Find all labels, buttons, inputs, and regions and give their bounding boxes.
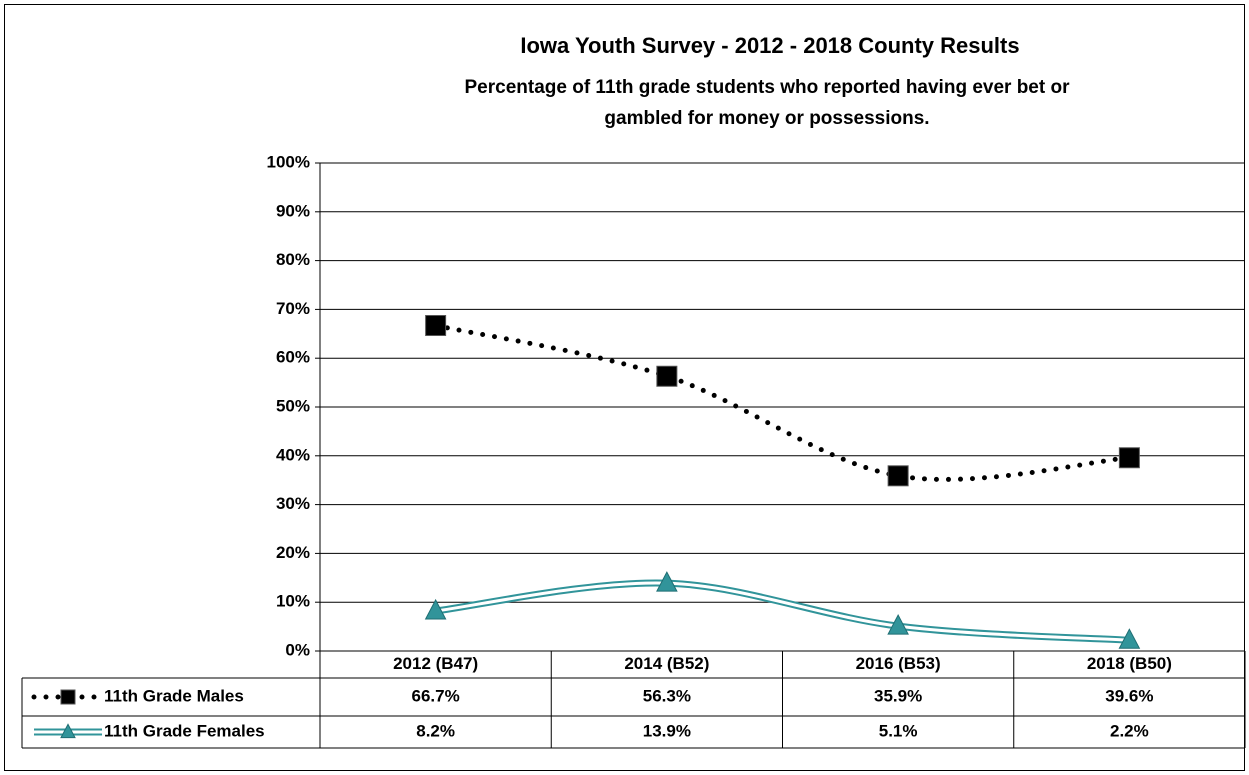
chart-title: Iowa Youth Survey - 2012 - 2018 County R… <box>520 33 1019 58</box>
table-cell: 35.9% <box>874 686 922 705</box>
y-tick-label: 0% <box>285 640 310 659</box>
y-tick-label: 40% <box>276 445 310 464</box>
series-line-inner <box>435 581 1130 642</box>
marker <box>1118 447 1140 469</box>
y-tick-label: 80% <box>276 250 310 269</box>
x-tick-label: 2018 (B50) <box>1087 654 1172 673</box>
chart-subtitle: gambled for money or possessions. <box>604 108 929 129</box>
table-cell: 5.1% <box>879 721 918 740</box>
series-line <box>433 323 1132 482</box>
table-cell: 13.9% <box>643 721 691 740</box>
y-tick-label: 50% <box>276 396 310 415</box>
marker <box>887 465 909 487</box>
marker <box>656 365 678 387</box>
x-tick-label: 2016 (B53) <box>856 654 941 673</box>
chart-frame <box>4 4 1245 771</box>
x-tick-label: 2014 (B52) <box>624 654 709 673</box>
legend-marker <box>60 723 76 739</box>
table-cell: 66.7% <box>412 686 460 705</box>
table-cell: 2.2% <box>1110 721 1149 740</box>
legend-label: 11th Grade Females <box>104 721 265 740</box>
marker <box>424 598 447 620</box>
y-tick-label: 70% <box>276 299 310 318</box>
y-tick-label: 100% <box>267 152 310 171</box>
x-tick-label: 2012 (B47) <box>393 654 478 673</box>
y-tick-label: 20% <box>276 543 310 562</box>
y-tick-label: 60% <box>276 348 310 367</box>
y-tick-label: 10% <box>276 592 310 611</box>
marker <box>887 614 909 635</box>
marker <box>1118 628 1141 649</box>
legend-marker <box>60 689 76 705</box>
y-tick-label: 90% <box>276 201 310 220</box>
y-tick-label: 30% <box>276 494 310 513</box>
marker <box>656 571 678 592</box>
table-cell: 8.2% <box>416 721 455 740</box>
marker <box>425 315 447 337</box>
legend-label: 11th Grade Males <box>104 686 244 705</box>
table-cell: 56.3% <box>643 686 691 705</box>
chart-subtitle: Percentage of 11th grade students who re… <box>465 77 1071 98</box>
table-cell: 39.6% <box>1105 686 1153 705</box>
